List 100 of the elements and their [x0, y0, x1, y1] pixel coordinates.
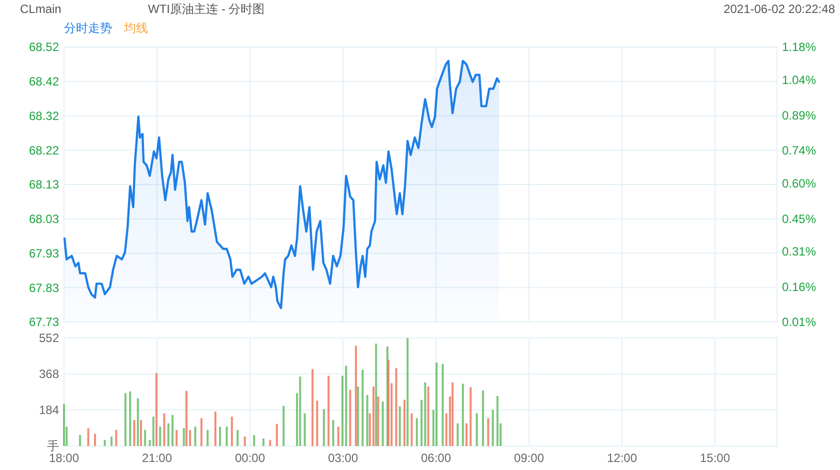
bar	[133, 420, 136, 446]
bar	[424, 382, 426, 446]
bar	[282, 406, 285, 446]
bar	[115, 430, 118, 446]
y-tick-label: 368	[38, 367, 60, 382]
x-tick-label: 09:00	[514, 451, 544, 465]
y-tick-label: 68.42	[28, 74, 60, 89]
y2-tick-label: 0.01%	[782, 315, 816, 330]
bar	[214, 412, 216, 446]
bar	[487, 418, 490, 446]
bar	[316, 400, 318, 446]
bar	[328, 376, 330, 446]
bar	[159, 426, 162, 446]
y-tick-label: 67.83	[28, 280, 60, 295]
y2-tick-label: 0.16%	[782, 280, 816, 294]
y-tick-label: 68.52	[28, 40, 60, 54]
chart-title: WTI原油主连 - 分时图	[148, 2, 265, 16]
bar	[124, 393, 126, 446]
bar	[140, 420, 142, 446]
text: 2021-06-02 20:22:48	[724, 2, 836, 16]
bar	[476, 413, 478, 446]
bar	[219, 426, 222, 446]
bar	[403, 400, 406, 446]
bar	[332, 420, 334, 446]
bar	[442, 364, 444, 446]
bar	[462, 384, 464, 446]
bar	[482, 390, 484, 446]
bar	[155, 373, 158, 446]
bar	[299, 376, 302, 446]
x-tick-label: 03:00	[328, 451, 358, 465]
text: 分时走势	[64, 21, 112, 35]
y2-tick-label: 0.60%	[782, 176, 816, 191]
bar	[206, 430, 209, 446]
bar	[79, 435, 82, 446]
text: CLmain	[20, 2, 62, 16]
bar	[470, 387, 472, 446]
bar	[194, 426, 196, 446]
bar	[366, 394, 368, 446]
bar	[398, 406, 401, 446]
bar	[236, 430, 239, 446]
bar	[182, 428, 185, 446]
y-tick-label: 552	[38, 331, 60, 346]
bar	[136, 398, 139, 446]
bar	[452, 382, 454, 446]
bar	[200, 418, 202, 446]
bar	[144, 430, 146, 446]
bar	[349, 390, 352, 446]
bar	[185, 390, 188, 446]
y-tick-label: 68.03	[28, 212, 60, 226]
bar	[110, 436, 113, 446]
bar	[375, 344, 378, 446]
bar	[496, 396, 498, 446]
y-tick-label: 67.73	[28, 315, 60, 330]
y2-tick-label: 1.04%	[782, 73, 816, 88]
y2-tick-label: 0.74%	[782, 144, 816, 158]
bar	[337, 426, 340, 446]
bar	[372, 386, 374, 446]
y-tick-label: 手	[47, 439, 59, 454]
y2-tick-label: 0.31%	[782, 244, 816, 259]
x-tick-label: 12:00	[606, 451, 638, 465]
bar	[226, 426, 228, 446]
y2-tick-label: 1.18%	[782, 40, 816, 54]
bar	[377, 396, 380, 446]
bar	[456, 423, 459, 446]
bar	[465, 423, 468, 446]
bar	[269, 440, 272, 446]
bar	[354, 346, 357, 446]
y2-tick-label: 0.89%	[782, 108, 816, 122]
bar	[230, 416, 233, 446]
bar	[262, 438, 264, 446]
bar	[410, 413, 413, 446]
y-tick-label: 68.22	[28, 143, 60, 158]
bar	[63, 404, 65, 446]
bar	[387, 360, 390, 446]
bar	[427, 386, 430, 446]
bar	[382, 402, 384, 446]
bar	[276, 424, 278, 446]
bar	[152, 416, 154, 446]
y2-tick-label: 0.45%	[782, 212, 816, 226]
y-tick-label: 68.32	[28, 108, 60, 123]
y-tick-label: 184	[38, 403, 60, 418]
bar	[345, 366, 348, 446]
bar	[312, 369, 314, 446]
x-tick-label: 18:00	[48, 451, 80, 465]
bar	[87, 428, 90, 446]
bar	[167, 423, 170, 446]
bar	[176, 430, 178, 446]
y-tick-label: 68.13	[28, 178, 60, 192]
bar	[253, 435, 256, 446]
bar	[304, 413, 306, 446]
bar	[94, 434, 96, 446]
x-tick-label: 15:00	[700, 451, 730, 465]
bar	[322, 409, 325, 446]
y-tick-label: 67.93	[28, 246, 60, 260]
bar	[244, 436, 246, 446]
bar	[172, 414, 174, 446]
legend-label: 均线	[123, 21, 148, 35]
x-tick-label: 21:00	[142, 451, 172, 465]
x-tick-label: 00:00	[234, 451, 266, 465]
bar	[129, 391, 132, 446]
